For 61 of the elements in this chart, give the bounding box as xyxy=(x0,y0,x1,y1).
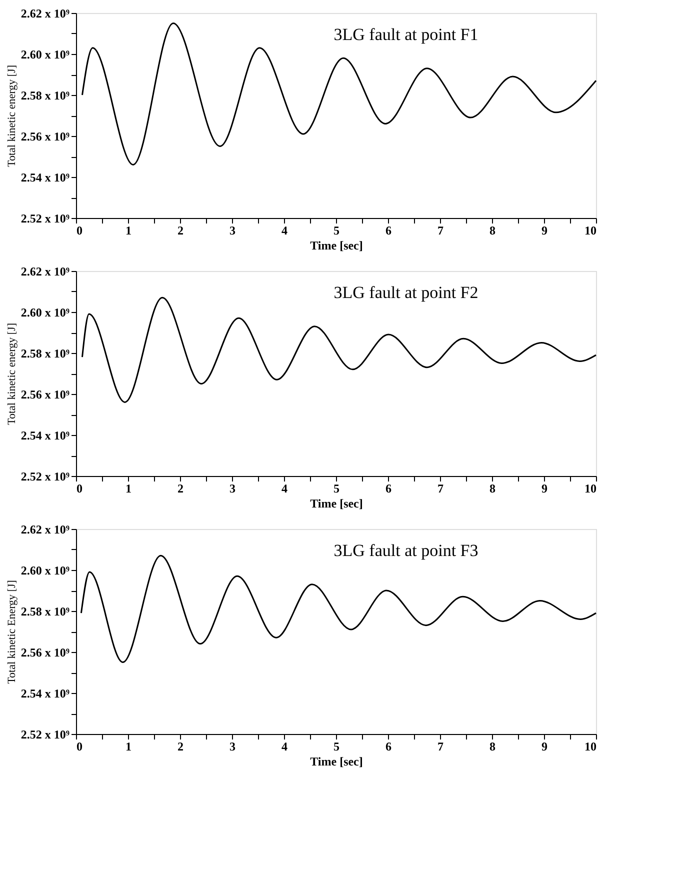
y-tick-label: 2.62 x 10⁹ xyxy=(20,522,70,536)
x-axis-title: Time [sec] xyxy=(310,754,363,768)
annotation: 3LG fault at point F3 xyxy=(334,541,478,560)
y-tick-label: 2.56 x 10⁹ xyxy=(20,388,70,402)
x-axis-title: Time [sec] xyxy=(310,238,363,252)
x-tick-label: 5 xyxy=(334,224,340,238)
x-tick-label: 6 xyxy=(386,224,392,238)
x-tick-label: 1 xyxy=(126,740,132,754)
y-tick-label: 2.60 x 10⁹ xyxy=(20,306,70,320)
x-tick-label: 10 xyxy=(584,224,596,238)
x-tick-label: 0 xyxy=(76,224,82,238)
x-tick-label: 2 xyxy=(178,482,184,496)
y-tick-label: 2.54 x 10⁹ xyxy=(20,170,70,184)
x-tick-label: 3 xyxy=(230,224,236,238)
annotation: 3LG fault at point F1 xyxy=(334,25,478,44)
x-tick-label: 3 xyxy=(230,740,236,754)
y-tick-label: 2.52 x 10⁹ xyxy=(20,212,70,226)
y-tick-label: 2.60 x 10⁹ xyxy=(20,48,70,62)
x-tick-label: 7 xyxy=(438,224,444,238)
y-axis-title: Total kinetic energy [J] xyxy=(6,323,18,425)
y-axis-title: Total kinetic Energy [J] xyxy=(6,580,18,684)
y-tick-label: 2.54 x 10⁹ xyxy=(20,428,70,442)
x-tick-label: 1 xyxy=(126,482,132,496)
x-tick-label: 4 xyxy=(282,740,288,754)
y-tick-label: 2.58 x 10⁹ xyxy=(20,604,70,618)
x-tick-label: 5 xyxy=(334,482,340,496)
x-tick-label: 2 xyxy=(178,224,184,238)
y-tick-label: 2.62 x 10⁹ xyxy=(20,264,70,278)
x-tick-label: 10 xyxy=(584,740,596,754)
y-tick-label: 2.60 x 10⁹ xyxy=(20,564,70,578)
x-tick-label: 10 xyxy=(584,482,596,496)
x-tick-label: 8 xyxy=(490,740,496,754)
y-tick-label: 2.56 x 10⁹ xyxy=(20,130,70,144)
y-tick-label: 2.52 x 10⁹ xyxy=(20,470,70,484)
x-tick-label: 9 xyxy=(542,740,548,754)
x-tick-label: 0 xyxy=(76,740,82,754)
x-tick-label: 3 xyxy=(230,482,236,496)
y-tick-label: 2.58 x 10⁹ xyxy=(20,88,70,102)
x-axis-title: Time [sec] xyxy=(310,496,363,510)
y-tick-label: 2.56 x 10⁹ xyxy=(20,646,70,660)
x-tick-label: 8 xyxy=(490,224,496,238)
y-tick-label: 2.58 x 10⁹ xyxy=(20,346,70,360)
x-tick-label: 8 xyxy=(490,482,496,496)
x-tick-label: 9 xyxy=(542,482,548,496)
x-tick-label: 6 xyxy=(386,482,392,496)
y-axis-title: Total kinetic energy [J] xyxy=(6,65,18,167)
x-tick-label: 7 xyxy=(438,740,444,754)
x-tick-label: 0 xyxy=(76,482,82,496)
y-tick-label: 2.54 x 10⁹ xyxy=(20,686,70,700)
x-tick-label: 6 xyxy=(386,740,392,754)
annotation: 3LG fault at point F2 xyxy=(334,283,478,302)
x-tick-label: 4 xyxy=(282,482,288,496)
x-tick-label: 9 xyxy=(542,224,548,238)
x-tick-label: 1 xyxy=(126,224,132,238)
y-tick-label: 2.62 x 10⁹ xyxy=(20,6,70,20)
y-tick-label: 2.52 x 10⁹ xyxy=(20,728,70,742)
x-tick-label: 5 xyxy=(334,740,340,754)
x-tick-label: 7 xyxy=(438,482,444,496)
x-tick-label: 4 xyxy=(282,224,288,238)
x-tick-label: 2 xyxy=(178,740,184,754)
line-series xyxy=(81,22,597,166)
